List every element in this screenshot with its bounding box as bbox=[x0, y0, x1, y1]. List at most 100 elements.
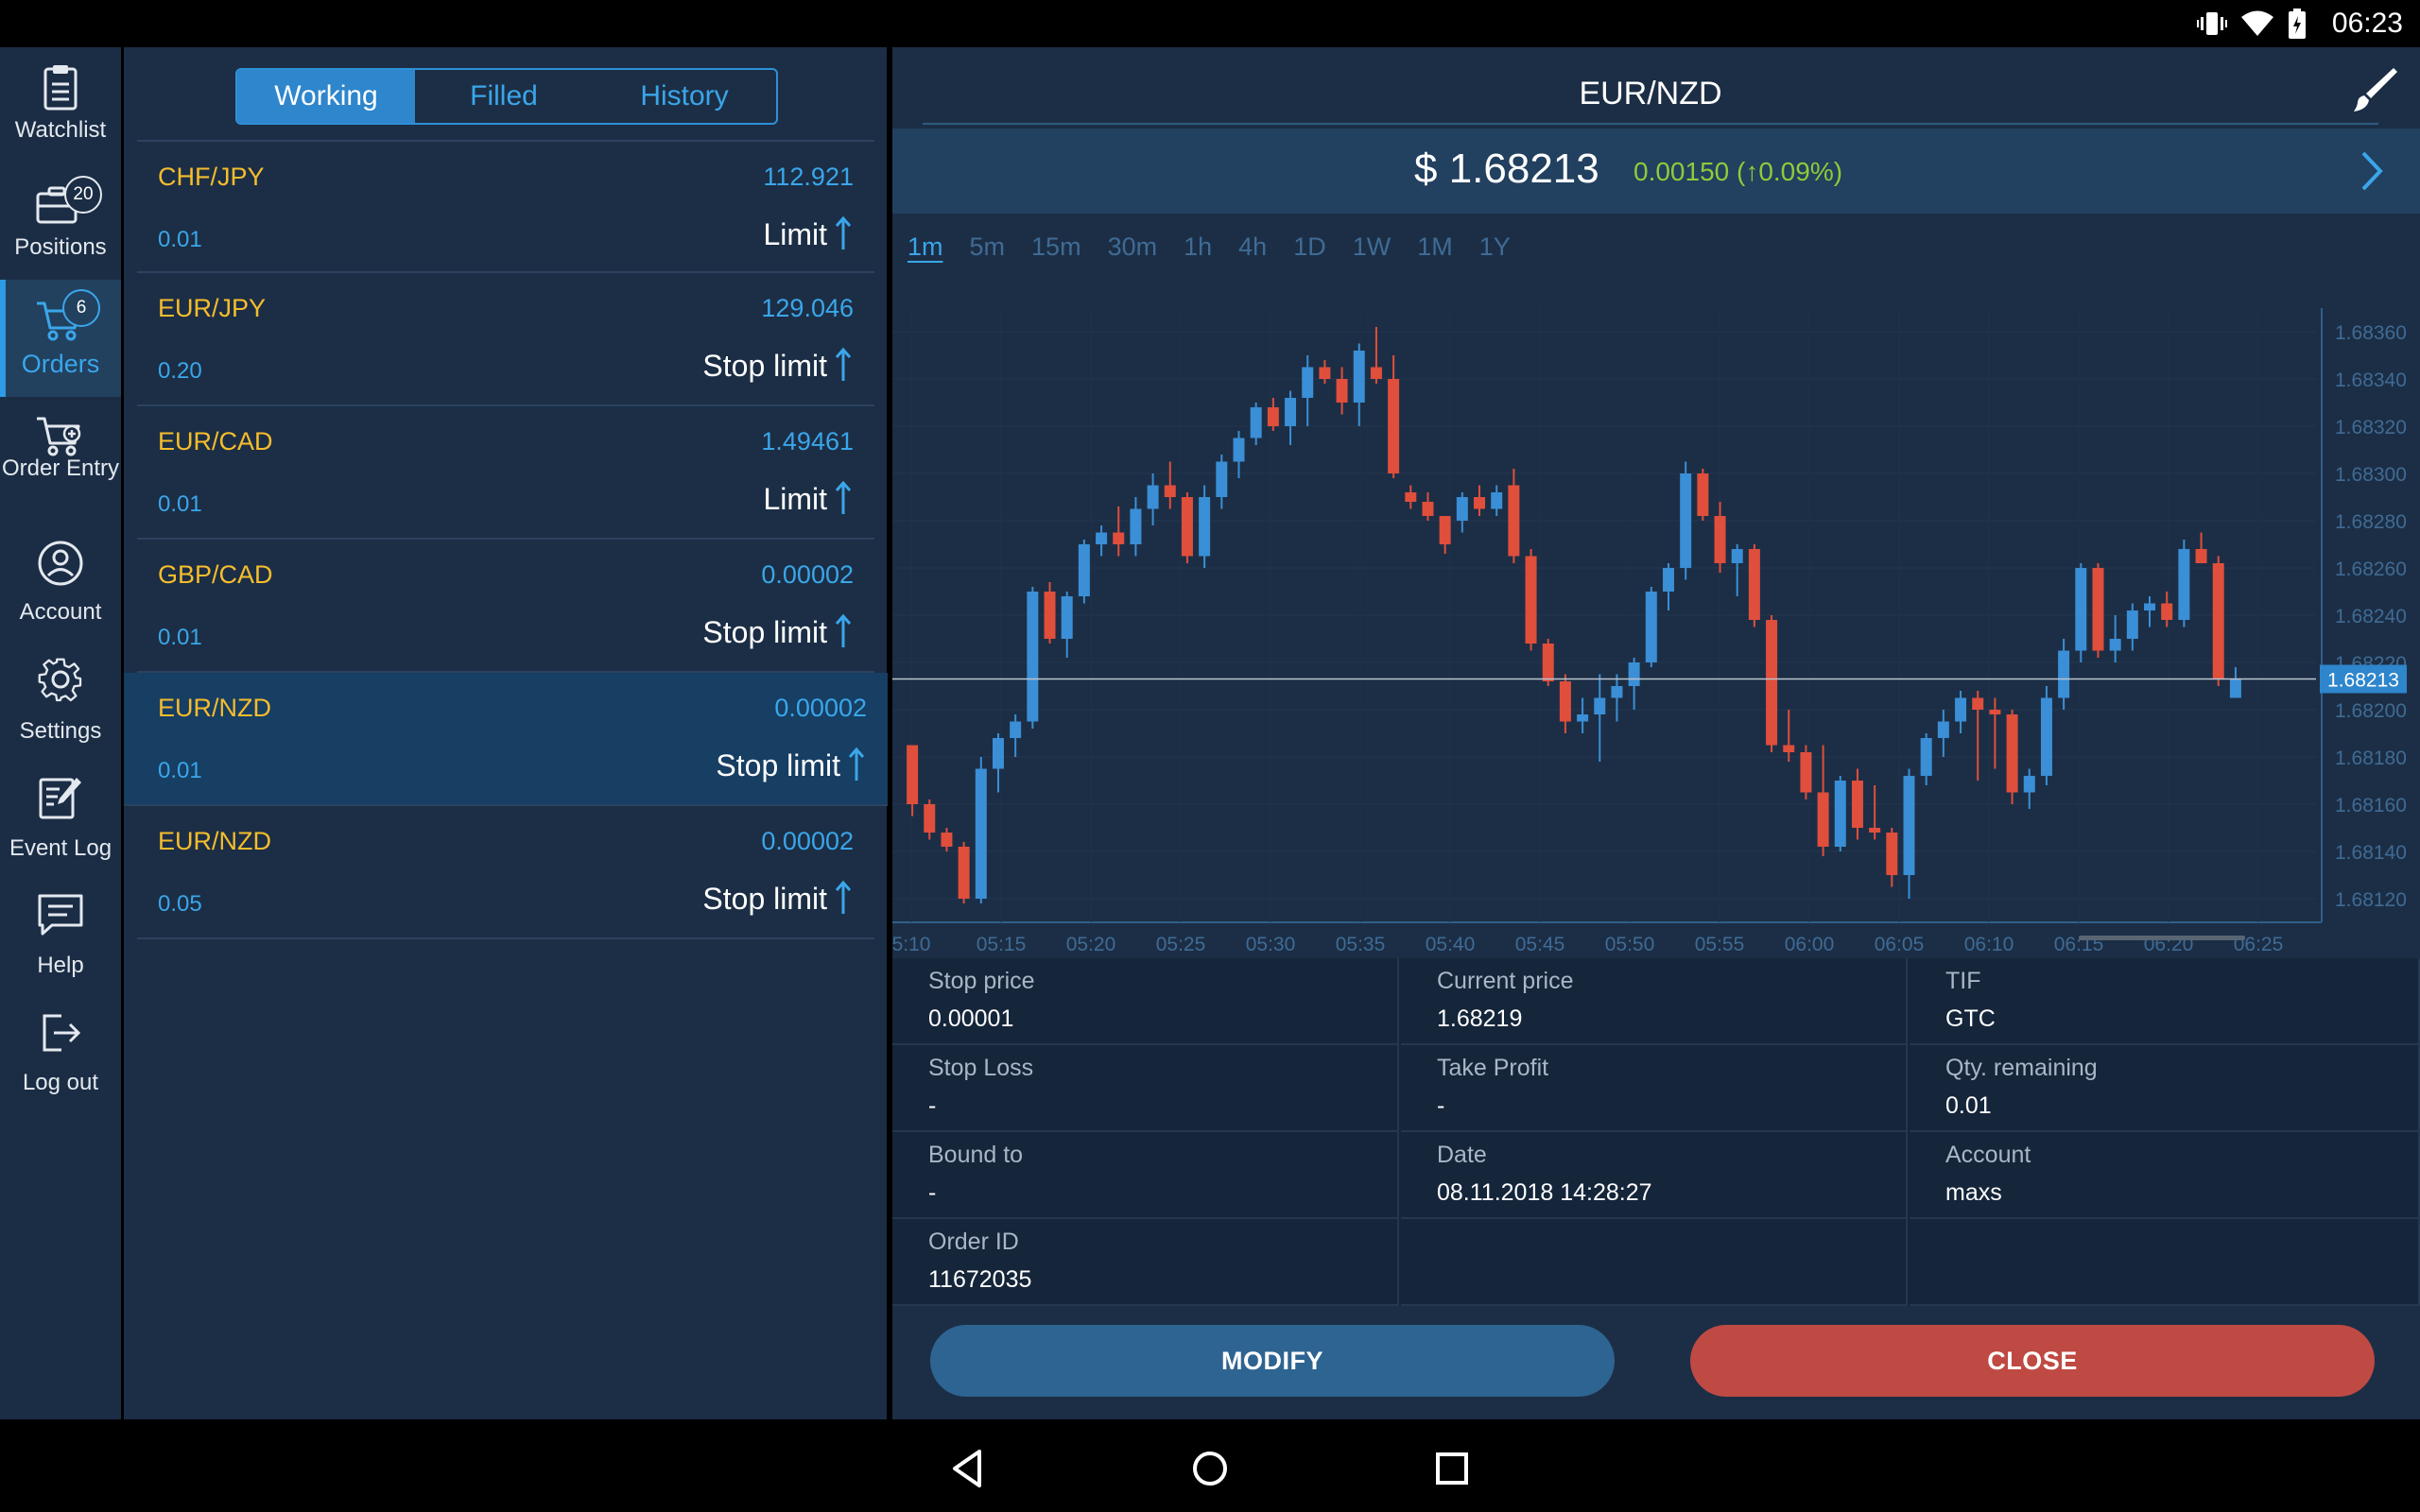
price-bar[interactable]: $ 1.68213 0.00150 (↑0.09%) bbox=[892, 129, 2420, 214]
order-row[interactable]: EUR/NZD 0.00002 0.05 Stop limit bbox=[137, 806, 874, 939]
sidebar-item-account[interactable]: Account bbox=[0, 514, 121, 631]
detail-field: Account maxs bbox=[1910, 1132, 2420, 1219]
detail-field: Date 08.11.2018 14:28:27 bbox=[1401, 1132, 1908, 1219]
timeframe-5m[interactable]: 5m bbox=[969, 232, 1006, 261]
order-details-grid: Stop price 0.00001 Current price 1.68219 TIF… bbox=[892, 958, 2420, 1306]
order-row[interactable]: GBP/CAD 0.00002 0.01 Stop limit bbox=[137, 540, 874, 673]
timeframe-15m[interactable]: 15m bbox=[1031, 232, 1081, 261]
gear-icon bbox=[38, 658, 82, 702]
candle-body bbox=[1783, 745, 1795, 752]
candle-body bbox=[1130, 508, 1142, 544]
candle-body bbox=[2144, 603, 2156, 610]
timeframe-4h[interactable]: 4h bbox=[1238, 232, 1268, 261]
order-symbol: EUR/JPY bbox=[158, 294, 267, 322]
sidebar-item-help[interactable]: Help bbox=[0, 866, 121, 983]
sidebar-item-order-entry[interactable]: Order Entry bbox=[0, 397, 121, 514]
order-symbol: CHF/JPY bbox=[158, 163, 265, 191]
candle-body bbox=[941, 833, 953, 847]
timeframe-1d[interactable]: 1D bbox=[1293, 232, 1326, 261]
orders-list-pane: Working Filled History CHF/JPY 112.921 0… bbox=[124, 47, 888, 1419]
tab-working[interactable]: Working bbox=[237, 70, 415, 123]
detail-field-value: 0.01 bbox=[1945, 1092, 1992, 1119]
order-row-selected[interactable]: EUR/NZD 0.00002 0.01 Stop limit bbox=[124, 673, 888, 806]
sidebar-item-settings[interactable]: Settings bbox=[0, 631, 121, 748]
instrument-title: EUR/NZD bbox=[923, 66, 2378, 125]
recents-icon[interactable] bbox=[1429, 1446, 1475, 1491]
timeframe-1w[interactable]: 1W bbox=[1352, 232, 1392, 261]
candle-body bbox=[1697, 473, 1709, 516]
candle-body bbox=[2195, 549, 2207, 563]
order-row[interactable]: EUR/CAD 1.49461 0.01 Limit bbox=[137, 406, 874, 540]
detail-field: Take Profit - bbox=[1401, 1045, 1908, 1132]
candle-body bbox=[992, 738, 1004, 769]
candle-body bbox=[1027, 592, 1039, 722]
sidebar-item-orders[interactable]: 6 Orders bbox=[0, 280, 121, 397]
candle-body bbox=[1508, 485, 1520, 557]
candle-body bbox=[1336, 379, 1348, 403]
sidebar-item-label: Account bbox=[19, 599, 102, 625]
sidebar-item-event-log[interactable]: Event Log bbox=[0, 748, 121, 866]
sidebar-item-logout[interactable]: Log out bbox=[0, 983, 121, 1100]
modify-button[interactable]: MODIFY bbox=[930, 1325, 1615, 1397]
sidebar-item-label: Help bbox=[37, 953, 84, 978]
candle-body bbox=[2229, 679, 2241, 698]
candle-body bbox=[1628, 662, 1640, 686]
order-row[interactable]: EUR/JPY 129.046 0.20 Stop limit bbox=[137, 273, 874, 406]
detail-field-value: 1.68219 bbox=[1437, 1005, 1523, 1032]
timeframe-1y[interactable]: 1Y bbox=[1478, 232, 1511, 261]
sidebar-item-watchlist[interactable]: Watchlist bbox=[0, 47, 121, 164]
detail-field: Stop Loss - bbox=[892, 1045, 1399, 1132]
tab-history[interactable]: History bbox=[640, 80, 729, 112]
candle-body bbox=[2109, 639, 2121, 651]
candlestick-chart[interactable]: 1.68360 1.68340 1.68320 1.68300 1.68280 1.682… bbox=[892, 308, 2420, 1007]
detail-field-value: 0.00001 bbox=[928, 1005, 1014, 1032]
detail-field-label: Order ID bbox=[928, 1228, 1019, 1255]
candle-body bbox=[1181, 497, 1193, 557]
x-tick-label: 05:50 bbox=[1605, 934, 1655, 955]
candle-body bbox=[1405, 492, 1417, 502]
tab-filled[interactable]: Filled bbox=[470, 80, 538, 112]
arrow-up-icon bbox=[835, 347, 852, 381]
candle-body bbox=[1250, 407, 1262, 438]
arrow-up-icon bbox=[835, 480, 852, 514]
order-price: 129.046 bbox=[761, 294, 854, 322]
candle-body bbox=[958, 847, 970, 899]
price-chart[interactable]: 1.68360 1.68340 1.68320 1.68300 1.68280 1.682… bbox=[892, 308, 2420, 1007]
detail-field: TIF GTC bbox=[1910, 958, 2420, 1045]
candle-body bbox=[1370, 367, 1382, 379]
back-icon[interactable] bbox=[945, 1446, 991, 1491]
order-type: Stop limit bbox=[702, 349, 827, 383]
detail-field-label: Current price bbox=[1437, 968, 1574, 994]
order-row[interactable]: CHF/JPY 112.921 0.01 Limit bbox=[137, 140, 874, 273]
order-quantity: 0.05 bbox=[158, 891, 202, 917]
timeframe-1h[interactable]: 1h bbox=[1184, 232, 1213, 261]
y-tick-label: 1.68120 bbox=[2335, 889, 2407, 911]
close-order-button[interactable]: CLOSE bbox=[1690, 1325, 2375, 1397]
candle-body bbox=[1061, 596, 1073, 639]
candle-body bbox=[1267, 407, 1279, 426]
last-price: $ 1.68213 bbox=[1414, 146, 1599, 192]
detail-field-label: Take Profit bbox=[1437, 1055, 1549, 1081]
timeframe-1m[interactable]: 1m bbox=[908, 232, 943, 261]
sidebar-item-label: Log out bbox=[22, 1070, 99, 1095]
orders-segmented-control: Working Filled History bbox=[235, 68, 778, 125]
candle-body bbox=[975, 768, 987, 899]
y-tick-label: 1.68240 bbox=[2335, 606, 2407, 627]
sidebar-item-positions[interactable]: 20 Positions bbox=[0, 164, 121, 282]
x-tick-label: 06:25 bbox=[2234, 934, 2284, 955]
brush-icon[interactable] bbox=[2346, 64, 2399, 117]
x-tick-label: 05:30 bbox=[1246, 934, 1296, 955]
timeframe-30m[interactable]: 30m bbox=[1107, 232, 1158, 261]
arrow-up-icon bbox=[848, 747, 865, 781]
sidebar-item-label: Event Log bbox=[9, 835, 112, 861]
timeframe-1mo[interactable]: 1M bbox=[1417, 232, 1453, 261]
candle-body bbox=[1834, 781, 1846, 847]
detail-field bbox=[1401, 1219, 1908, 1306]
order-quantity: 0.20 bbox=[158, 358, 202, 384]
candle-body bbox=[907, 745, 919, 804]
candle-body bbox=[1044, 592, 1056, 639]
chevron-right-icon[interactable] bbox=[2356, 149, 2388, 193]
candle-body bbox=[1491, 492, 1503, 509]
x-tick-label: 05:40 bbox=[1426, 934, 1476, 955]
home-icon[interactable] bbox=[1187, 1446, 1233, 1491]
